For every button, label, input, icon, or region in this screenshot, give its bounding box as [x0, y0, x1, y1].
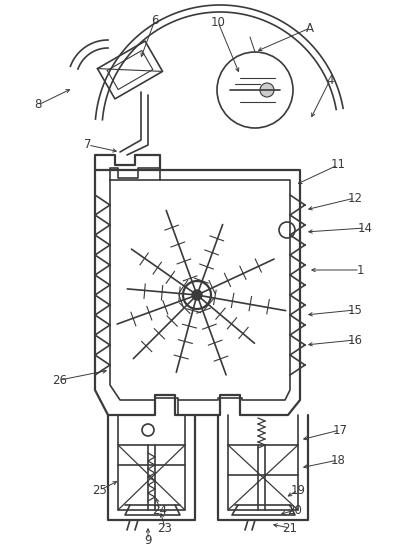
Text: 20: 20 — [287, 504, 302, 517]
Text: 23: 23 — [157, 522, 172, 534]
Text: 26: 26 — [52, 373, 67, 386]
Text: 4: 4 — [326, 73, 333, 87]
Text: 25: 25 — [92, 484, 107, 496]
Text: 12: 12 — [347, 192, 362, 205]
Text: 15: 15 — [347, 304, 362, 316]
Text: 14: 14 — [357, 221, 371, 234]
Text: 11: 11 — [330, 159, 345, 172]
Text: 16: 16 — [347, 334, 362, 347]
Text: 9: 9 — [144, 533, 151, 547]
Text: 17: 17 — [332, 424, 347, 437]
Text: 24: 24 — [152, 504, 167, 517]
Text: 10: 10 — [210, 16, 225, 29]
Text: 6: 6 — [151, 13, 158, 26]
Text: 1: 1 — [355, 263, 363, 277]
Text: 18: 18 — [330, 453, 345, 467]
Text: 21: 21 — [282, 522, 297, 534]
Text: 8: 8 — [34, 98, 42, 111]
Circle shape — [192, 290, 202, 300]
Text: A: A — [305, 21, 313, 35]
Circle shape — [259, 83, 273, 97]
Text: 19: 19 — [290, 484, 305, 496]
Text: 7: 7 — [84, 139, 92, 151]
Circle shape — [183, 281, 211, 309]
